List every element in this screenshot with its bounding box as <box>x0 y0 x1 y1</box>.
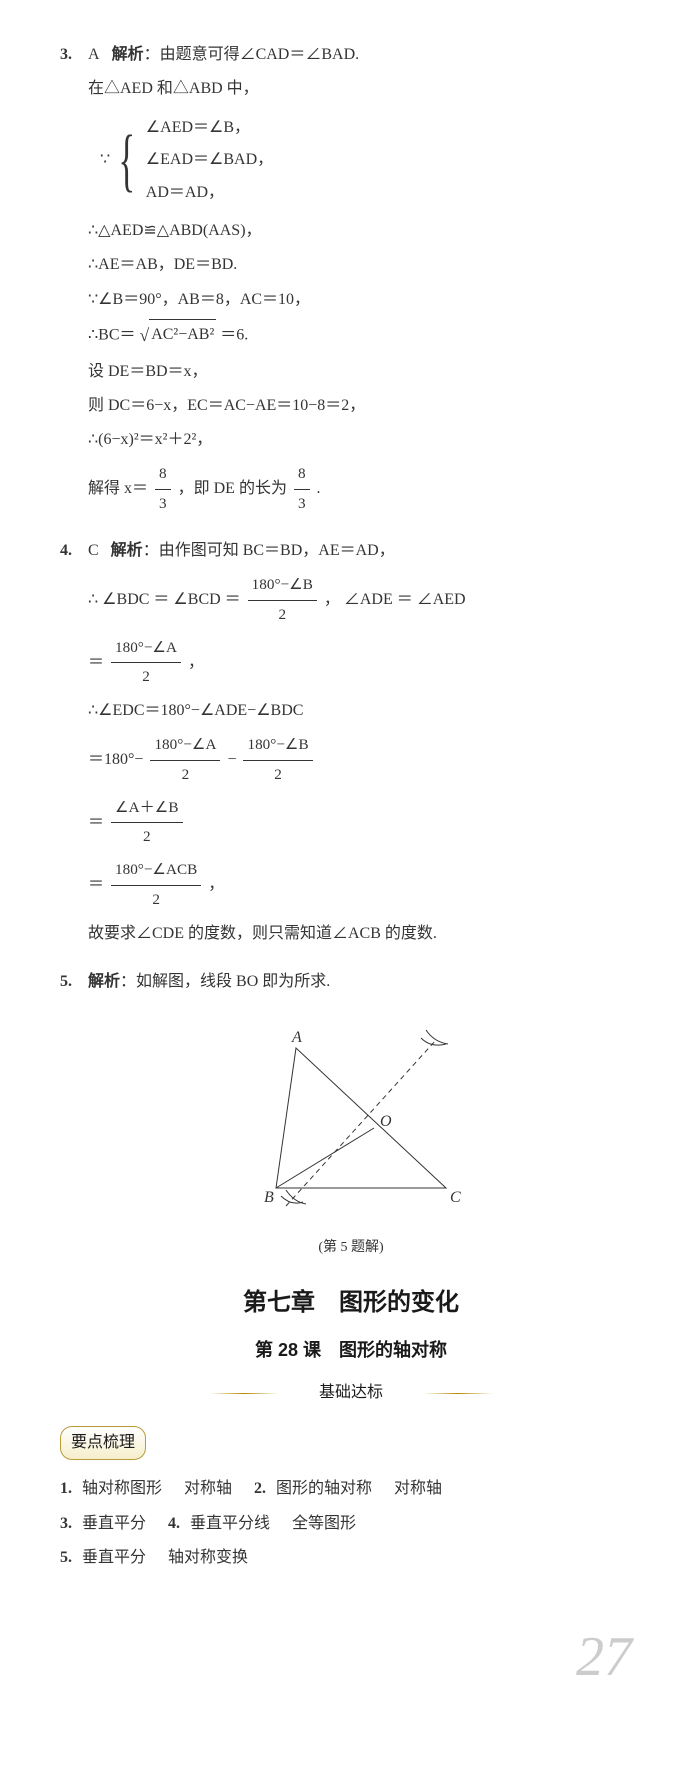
step-line: ＝ ∠A＋∠B 2 <box>88 794 642 853</box>
step-line: ∵∠B＝90°，AB＝8，AC＝10， <box>88 285 642 315</box>
step-line: 则 DC＝6−x，EC＝AC−AE＝10−8＝2， <box>88 391 642 421</box>
fraction: 180°−∠A 2 <box>150 731 220 790</box>
because-symbol: ∵ <box>100 145 110 175</box>
explain-label: 解析 <box>111 542 143 559</box>
step-line: 解得 x＝ 8 3 ，即 DE 的长为 8 3 . <box>88 460 642 519</box>
step-line: 故要求∠CDE 的度数，则只需知道∠ACB 的度数. <box>88 919 642 949</box>
explain-label: 解析 <box>88 973 120 990</box>
topic-tag: 要点梳理 <box>60 1426 146 1460</box>
step-line: ＝180°− 180°−∠A 2 − 180°−∠B 2 <box>88 731 642 790</box>
vertex-label-C: C <box>450 1189 461 1206</box>
explain-lead: ：由作图可知 BC＝BD，AE＝AD， <box>143 542 395 559</box>
fraction: 8 3 <box>155 460 171 519</box>
brace-line: AD＝AD， <box>146 178 273 208</box>
step-line: ∴BC＝ √ AC²−AB² ＝6. <box>88 319 642 352</box>
lesson-title: 第 28 课 图形的轴对称 <box>60 1333 642 1367</box>
explain-label: 解析 <box>112 46 144 63</box>
left-brace-icon: { <box>119 129 136 192</box>
answer-choice: A <box>88 40 100 70</box>
step-line: ∴∠EDC＝180°−∠ADE−∠BDC <box>88 696 642 726</box>
answer-line: 5. 垂直平分 轴对称变换 <box>60 1543 642 1573</box>
page-number: 27 <box>60 1604 642 1710</box>
explain-lead: ：如解图，线段 BO 即为所求. <box>120 973 330 990</box>
chapter-title: 第七章 图形的变化 <box>60 1280 642 1326</box>
problem-4: 4. C 解析：由作图可知 BC＝BD，AE＝AD， ∴ ∠BDC ＝ ∠BCD… <box>60 536 642 949</box>
figure-5: A B C O (第 5 题解) <box>60 1018 642 1262</box>
answer-line: 3. 垂直平分 4. 垂直平分线 全等图形 <box>60 1509 642 1539</box>
problem-number: 3. <box>60 40 88 70</box>
fraction: 8 3 <box>294 460 310 519</box>
sqrt-icon: √ <box>140 319 150 352</box>
step-line: ∴△AED≌△ABD(AAS)， <box>88 216 642 246</box>
fraction: 180°−∠A 2 <box>111 634 181 693</box>
step-line: ∴AE＝AB，DE＝BD. <box>88 250 642 280</box>
answer-line: 1. 轴对称图形 对称轴 2. 图形的轴对称 对称轴 <box>60 1474 642 1504</box>
problem-5: 5. 解析：如解图，线段 BO 即为所求. A B C O (第 5 题解) <box>60 967 642 1261</box>
step-line: ∴(6−x)²＝x²＋2²， <box>88 425 642 455</box>
step-line: ＝ 180°−∠A 2 ， <box>88 634 642 693</box>
step-line: 设 DE＝BD＝x， <box>88 357 642 387</box>
vertex-label-O: O <box>380 1113 392 1130</box>
fraction: 180°−∠B 2 <box>243 731 312 790</box>
answer-list: 1. 轴对称图形 对称轴 2. 图形的轴对称 对称轴 3. 垂直平分 4. 垂直… <box>60 1474 642 1573</box>
system-block: ∵ { ∠AED＝∠B， ∠EAD＝∠BAD， AD＝AD， <box>88 111 642 210</box>
fraction: ∠A＋∠B 2 <box>111 794 183 853</box>
problem-number: 4. <box>60 536 88 566</box>
fraction: 180°−∠B 2 <box>248 571 317 630</box>
triangle-diagram: A B C O <box>226 1018 476 1218</box>
step-line: 在△AED 和△ABD 中， <box>88 74 642 104</box>
fraction: 180°−∠ACB 2 <box>111 856 201 915</box>
vertex-label-A: A <box>291 1029 302 1046</box>
figure-caption: (第 5 题解) <box>60 1235 642 1262</box>
step-line: ∴ ∠BDC ＝ ∠BCD ＝ 180°−∠B 2 ， ∠ADE ＝ ∠AED <box>88 571 642 630</box>
brace-line: ∠AED＝∠B， <box>146 113 273 143</box>
problem-3: 3. A 解析：由题意可得∠CAD＝∠BAD. 在△AED 和△ABD 中， ∵… <box>60 40 642 518</box>
section-label: 基础达标 <box>279 1376 423 1410</box>
vertex-label-B: B <box>264 1189 274 1206</box>
answer-choice: C <box>88 536 99 566</box>
explain-lead: ：由题意可得∠CAD＝∠BAD. <box>144 46 360 63</box>
problem-number: 5. <box>60 967 88 997</box>
sqrt-expression: √ AC²−AB² <box>140 319 217 352</box>
section-divider: 基础达标 <box>60 1376 642 1410</box>
step-line: ＝ 180°−∠ACB 2 ， <box>88 856 642 915</box>
brace-line: ∠EAD＝∠BAD， <box>146 145 273 175</box>
